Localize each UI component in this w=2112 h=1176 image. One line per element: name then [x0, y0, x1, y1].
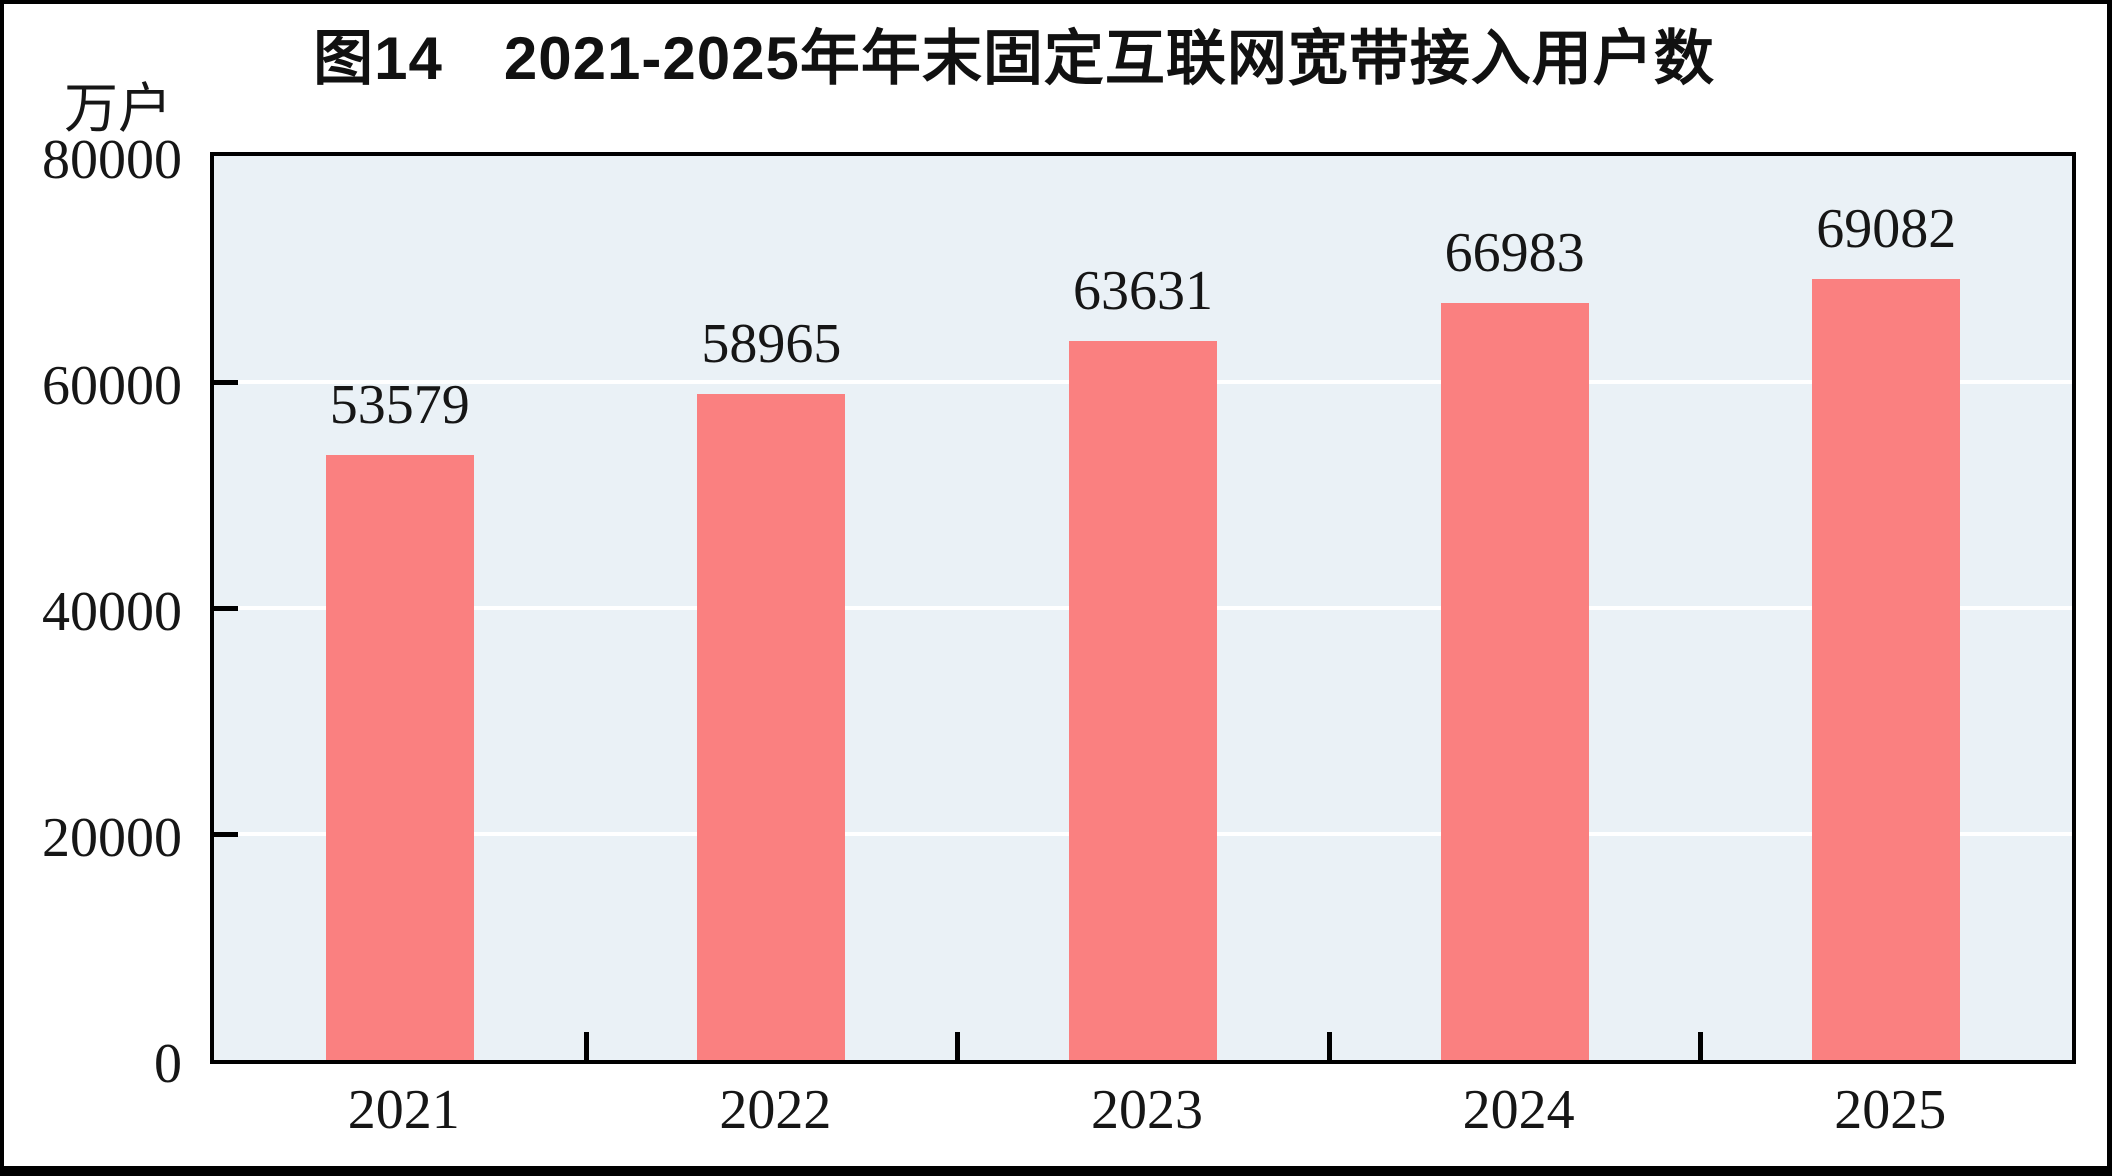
x-axis-label: 2021	[347, 1079, 460, 1141]
bar-value-label: 69082	[1816, 198, 1957, 261]
plot-area: 53579 58965 63631 66983 69082	[210, 152, 2076, 1064]
y-axis-unit-label: 万户	[64, 79, 172, 139]
chart-title: 图14 2021-2025年年末固定互联网宽带接入用户数	[313, 25, 1715, 92]
y-axis-label: 80000	[42, 129, 182, 191]
x-axis-label: 2022	[719, 1079, 832, 1141]
x-axis-tick	[583, 1032, 589, 1060]
x-axis-tick	[1698, 1032, 1704, 1060]
x-axis-tick	[1326, 1032, 1332, 1060]
y-axis-label: 20000	[42, 807, 182, 869]
bar-value-label: 53579	[329, 373, 470, 436]
y-axis-tick	[214, 606, 238, 611]
x-axis-label: 2023	[1091, 1079, 1203, 1141]
bar-2024	[1440, 303, 1589, 1060]
y-axis-label: 60000	[42, 355, 182, 417]
bar-2023	[1069, 340, 1217, 1060]
bar-2021	[325, 454, 474, 1060]
bar-value-label: 63631	[1073, 259, 1213, 322]
bar-2022	[697, 393, 846, 1060]
y-axis-tick	[214, 380, 238, 385]
y-axis-label: 40000	[42, 581, 182, 643]
x-axis-tick	[955, 1032, 961, 1060]
bar-value-label: 58965	[701, 312, 842, 375]
y-axis-tick	[214, 832, 238, 837]
x-axis-label: 2025	[1834, 1079, 1947, 1141]
y-axis-label: 0	[154, 1033, 182, 1095]
bar-value-label: 66983	[1444, 222, 1585, 285]
bar-2025	[1812, 279, 1961, 1060]
x-axis-label: 2024	[1462, 1079, 1575, 1141]
